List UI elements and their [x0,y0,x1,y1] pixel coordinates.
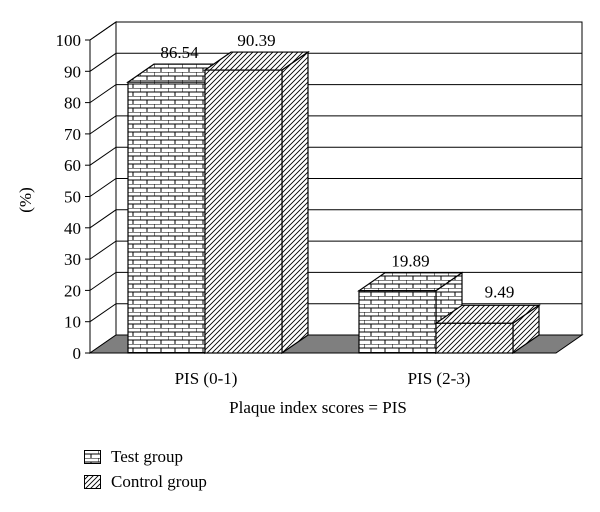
y-tick-label: 80 [64,94,81,113]
legend-item-control-group: Control group [84,472,207,492]
y-tick-label: 50 [64,188,81,207]
y-tick-label: 20 [64,281,81,300]
bar-front [127,81,206,354]
bar-front [435,322,514,354]
x-axis-label: Plaque index scores = PIS [229,398,407,417]
data-label: 90.39 [237,31,275,50]
gridline [89,52,582,72]
x-tick-label: PIS (2-3) [408,369,471,388]
gridline [89,115,582,135]
legend-label-control-group: Control group [111,472,207,491]
y-tick-label: 60 [64,156,81,175]
data-label: 9.49 [485,282,515,301]
legend-swatch-hatch [84,475,101,489]
bar-front [358,290,437,354]
gridline [89,209,582,229]
legend-swatch-brick [84,450,101,464]
y-tick-label: 40 [64,219,81,238]
bar-side [281,50,309,355]
data-label: 19.89 [391,252,429,271]
bar-control-group-2 [434,304,541,355]
y-tick-label: 70 [64,125,81,144]
legend-label-test-group: Test group [111,447,183,466]
y-tick-label: 0 [73,344,82,363]
y-axis-label: (%) [16,187,35,212]
bar-front [204,69,283,354]
y-tick-label: 10 [64,313,81,332]
gridline [89,146,582,166]
y-tick-label: 90 [64,62,81,81]
legend-item-test-group: Test group [84,447,183,467]
data-label: 86.54 [160,43,199,62]
bar-chart: 0 10 20 30 40 50 60 70 80 90 100 (%) Plaque index sc… [16,21,584,417]
gridline [89,240,582,260]
bar-control-group-1 [203,50,310,355]
x-tick-label: PIS (0-1) [175,369,238,388]
gridline [89,21,582,41]
y-tick-label: 100 [56,31,82,50]
gridline [89,178,582,197]
gridline [89,84,582,104]
y-tick-label: 30 [64,250,81,269]
